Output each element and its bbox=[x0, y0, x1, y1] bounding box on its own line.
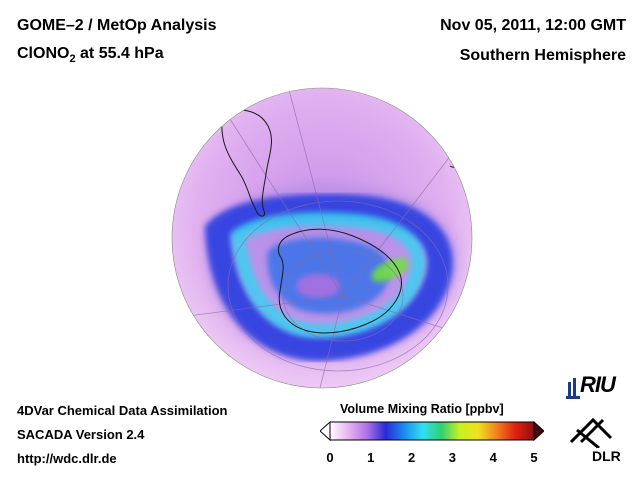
hotspot-green bbox=[371, 258, 409, 282]
colorbar bbox=[320, 420, 544, 442]
date-time: Nov 05, 2011, 12:00 GMT bbox=[440, 17, 626, 34]
title-line-2: ClONO2 at 55.4 hPa bbox=[17, 45, 164, 65]
colorbar-tick-5: 5 bbox=[530, 450, 538, 465]
dlr-logo-icon bbox=[569, 417, 613, 448]
south-america-outline bbox=[221, 109, 272, 217]
vortex-ring-blue bbox=[204, 193, 453, 362]
globe-rim bbox=[171, 87, 473, 389]
footer-url: http://wdc.dlr.de bbox=[17, 451, 117, 466]
riu-logo-text: RIU bbox=[580, 372, 616, 397]
vortex-center bbox=[296, 274, 340, 298]
colorbar-tick-4: 4 bbox=[489, 450, 497, 465]
dlr-logo-text: DLR bbox=[592, 448, 621, 464]
colorbar-tick-2: 2 bbox=[407, 450, 416, 465]
vortex-ring-cyan bbox=[230, 212, 426, 339]
title-line-1: GOME–2 / MetOp Analysis bbox=[17, 17, 217, 34]
graticule bbox=[187, 88, 469, 388]
species-subscript: 2 bbox=[69, 53, 76, 66]
antarctica-outline bbox=[277, 228, 402, 334]
colorbar-title: Volume Mixing Ratio [ppbv] bbox=[340, 402, 504, 416]
hemisphere-label: Southern Hemisphere bbox=[459, 47, 626, 64]
colorbar-tick-0: 0 bbox=[326, 450, 334, 465]
species-name: ClONO bbox=[17, 45, 70, 62]
footer-line-2: SACADA Version 2.4 bbox=[17, 427, 145, 442]
colorbar-min-arrow bbox=[320, 420, 331, 442]
footer-line-1: 4DVar Chemical Data Assimilation bbox=[17, 403, 228, 418]
colorbar-tick-1: 1 bbox=[367, 450, 375, 465]
riu-building-icon bbox=[566, 378, 580, 399]
colorbar-max-arrow bbox=[533, 420, 544, 442]
globe-map bbox=[171, 87, 473, 389]
riu-logo: RIU bbox=[566, 372, 626, 402]
colorbar-gradient bbox=[329, 421, 535, 441]
pressure-level: at 55.4 hPa bbox=[75, 45, 164, 62]
colorbar-tick-3: 3 bbox=[448, 450, 457, 465]
